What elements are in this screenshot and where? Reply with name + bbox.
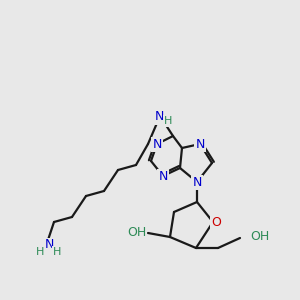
Text: H: H <box>164 116 172 126</box>
Text: H: H <box>36 247 44 257</box>
Text: OH: OH <box>250 230 269 244</box>
Text: N: N <box>152 137 162 151</box>
Text: N: N <box>154 110 164 124</box>
Text: H: H <box>53 247 61 257</box>
Text: N: N <box>158 169 168 182</box>
Text: N: N <box>192 176 202 188</box>
Text: OH: OH <box>127 226 146 238</box>
Text: N: N <box>44 238 54 251</box>
Text: N: N <box>195 137 205 151</box>
Text: O: O <box>211 215 221 229</box>
